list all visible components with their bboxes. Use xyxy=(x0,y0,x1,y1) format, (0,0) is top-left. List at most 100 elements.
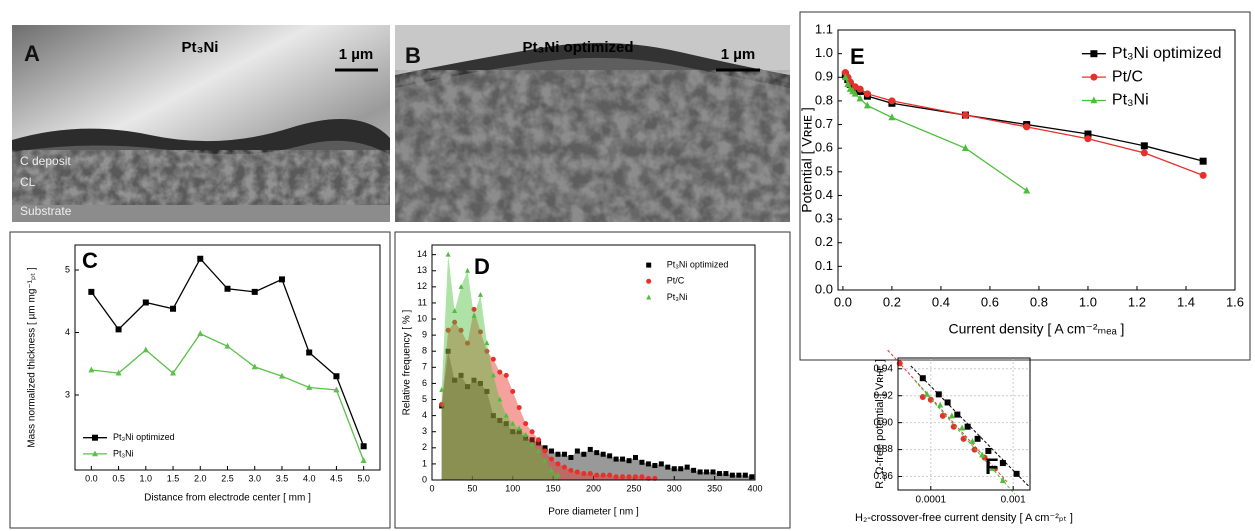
y-tick-label: 11 xyxy=(418,297,427,307)
y-tick-label: 4 xyxy=(422,410,427,420)
marker xyxy=(477,329,483,335)
x-axis-label: Distance from electrode center [ mm ] xyxy=(144,493,311,504)
y-tick-label: 10 xyxy=(417,313,427,323)
marker xyxy=(465,384,471,390)
legend-label: Pt₃Ni optimized xyxy=(113,432,175,442)
marker xyxy=(944,399,951,406)
marker xyxy=(856,94,864,102)
annotation: C deposit xyxy=(20,154,71,168)
marker xyxy=(646,262,652,268)
y-axis-label: Relative frequency [ % ] xyxy=(402,309,413,415)
marker xyxy=(600,451,606,457)
marker xyxy=(452,319,458,325)
marker xyxy=(979,451,986,458)
marker xyxy=(888,113,896,121)
y-tick-label: 0.3 xyxy=(815,211,833,226)
axes-frame xyxy=(431,244,756,481)
marker xyxy=(587,471,593,477)
marker xyxy=(620,456,626,462)
marker xyxy=(555,472,561,478)
marker xyxy=(646,278,652,284)
y-tick-label: 0.9 xyxy=(815,69,833,84)
marker xyxy=(549,467,555,473)
marker xyxy=(170,369,177,376)
x-tick-label: 1.5 xyxy=(167,473,180,483)
y-tick-label: 0.5 xyxy=(815,163,833,178)
marker xyxy=(115,369,122,376)
image-title: Pt₃Ni xyxy=(182,39,219,56)
marker xyxy=(632,474,638,480)
marker xyxy=(224,342,231,349)
y-tick-label: 0.94 xyxy=(874,363,894,374)
y-tick-label: 5 xyxy=(65,264,70,274)
x-tick-label: 1.4 xyxy=(1177,294,1195,309)
marker xyxy=(888,97,896,105)
y-axis-label: R_Ω-free potential [ Vʀʜᴇ ] xyxy=(874,359,886,489)
marker xyxy=(646,294,652,300)
marker xyxy=(594,472,600,478)
y-tick-label: 1.0 xyxy=(815,45,833,60)
x-tick-label: 0.4 xyxy=(932,294,950,309)
marker xyxy=(723,471,729,477)
annotation: Substrate xyxy=(20,204,72,218)
marker xyxy=(937,401,944,408)
axes-frame xyxy=(74,244,381,471)
x-tick-label: 150 xyxy=(546,483,561,493)
marker xyxy=(484,388,490,394)
legend-label: Pt/C xyxy=(667,276,685,286)
y-tick-label: 0.0 xyxy=(815,281,833,296)
panel-label: E xyxy=(850,44,865,69)
x-tick-label: 0.6 xyxy=(981,294,999,309)
legend-label: Pt₃Ni xyxy=(113,448,134,458)
marker xyxy=(88,366,95,373)
marker xyxy=(626,474,632,480)
sem-image-b xyxy=(395,25,790,223)
x-tick-label: 400 xyxy=(747,483,762,493)
marker xyxy=(697,469,703,475)
marker xyxy=(536,440,542,446)
scale-label: 1 µm xyxy=(339,46,374,63)
marker xyxy=(523,435,529,441)
marker xyxy=(529,429,535,435)
marker xyxy=(516,405,522,411)
marker xyxy=(935,391,942,398)
marker xyxy=(939,412,946,419)
marker xyxy=(613,474,619,480)
marker xyxy=(445,251,451,257)
y-tick-label: 0.1 xyxy=(815,258,833,273)
legend-label: Pt/C xyxy=(1112,68,1143,85)
y-tick-label: 7 xyxy=(422,362,427,372)
marker xyxy=(542,457,548,463)
marker xyxy=(471,312,477,318)
pore-texture xyxy=(12,150,390,210)
marker xyxy=(652,463,658,469)
x-tick-label: 0.0001 xyxy=(915,495,946,506)
marker xyxy=(971,446,978,453)
marker xyxy=(536,437,542,443)
x-tick-label: 3.0 xyxy=(248,473,261,483)
marker xyxy=(536,448,542,454)
marker xyxy=(851,89,859,97)
marker xyxy=(88,288,95,295)
panel-label: C xyxy=(82,248,98,273)
marker xyxy=(568,467,574,473)
area xyxy=(441,309,655,480)
x-tick-label: 0.001 xyxy=(1001,495,1026,506)
x-tick-label: 0 xyxy=(429,483,434,493)
marker xyxy=(445,327,451,333)
marker xyxy=(665,464,671,470)
marker xyxy=(954,411,961,418)
fit-line xyxy=(914,380,1016,495)
y-tick-label: 8 xyxy=(422,346,427,356)
marker xyxy=(170,305,177,312)
marker xyxy=(568,454,574,460)
marker xyxy=(142,299,149,306)
marker xyxy=(477,380,483,386)
y-tick-label: 0.6 xyxy=(815,140,833,155)
area xyxy=(441,254,558,480)
marker xyxy=(439,386,445,392)
marker xyxy=(671,466,677,472)
marker xyxy=(639,474,645,480)
marker xyxy=(490,372,496,378)
marker xyxy=(841,73,849,81)
